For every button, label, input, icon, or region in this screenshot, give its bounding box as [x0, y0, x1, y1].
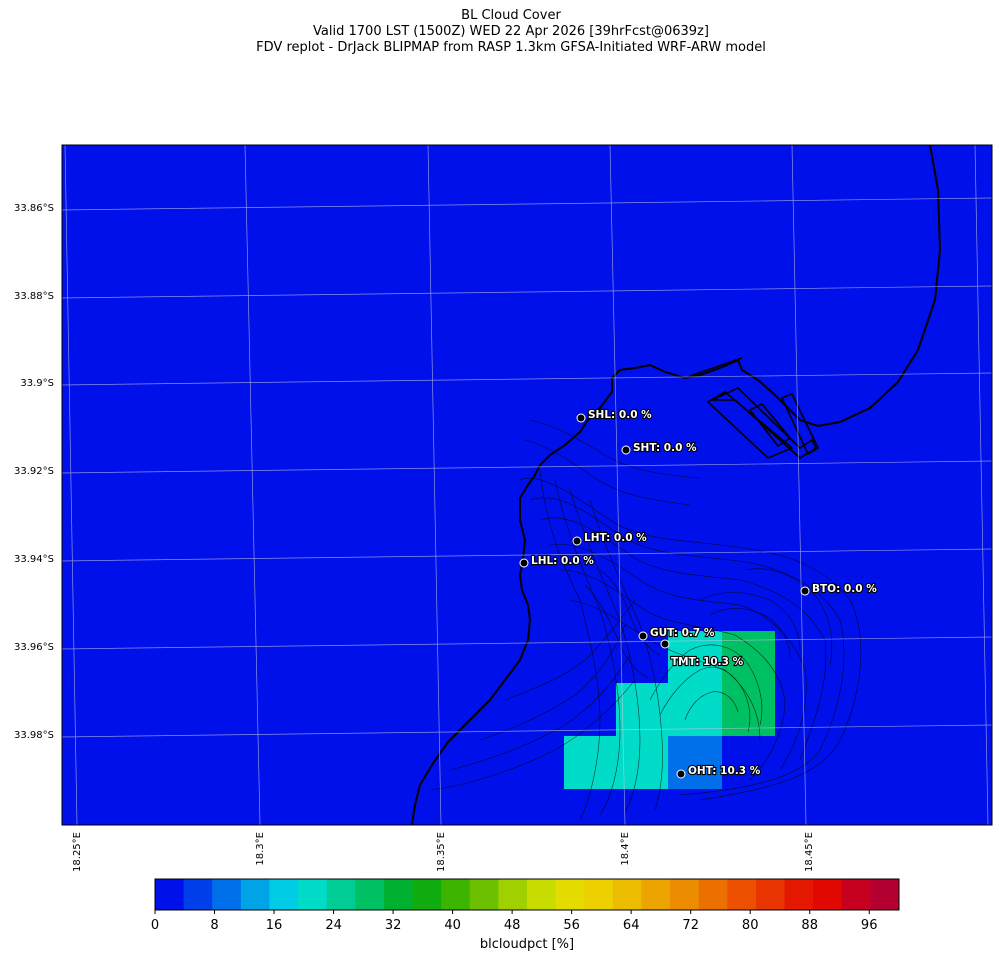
colorbar-swatch — [784, 879, 814, 910]
station-marker-bto[interactable] — [800, 586, 810, 596]
graticule — [62, 145, 992, 825]
station-marker-tmt[interactable] — [660, 639, 670, 649]
colorbar-swatch — [527, 879, 557, 910]
station-label-lht: LHT: 0.0 % — [584, 532, 647, 544]
colorbar-tick-label: 72 — [682, 918, 699, 933]
colorbar-swatch — [612, 879, 642, 910]
colorbar-swatch — [269, 879, 299, 910]
colorbar-swatch — [183, 879, 213, 910]
colorbar-swatch — [441, 879, 471, 910]
colorbar-tick-label: 32 — [385, 918, 402, 933]
lat-label: 33.86°S — [14, 203, 54, 214]
colorbar-swatch — [212, 879, 242, 910]
lat-label: 33.9°S — [20, 378, 54, 389]
colorbar-swatch — [641, 879, 671, 910]
colorbar-tick-label: 8 — [210, 918, 218, 933]
station-marker-oht[interactable] — [676, 769, 686, 779]
map-frame — [61, 144, 993, 826]
lat-label: 33.88°S — [14, 291, 54, 302]
station-marker-gut[interactable] — [638, 631, 648, 641]
lon-label: 18.3°E — [255, 832, 266, 866]
colorbar-swatch — [469, 879, 499, 910]
map-title: BL Cloud Cover — [461, 8, 561, 23]
colorbar-swatch — [498, 879, 528, 910]
station-label-sht: SHT: 0.0 % — [633, 442, 697, 454]
colorbar-frame — [154, 878, 900, 911]
colorbar-swatch — [355, 879, 385, 910]
cloud-cell — [668, 683, 722, 736]
colorbar-swatch — [412, 879, 442, 910]
lon-label: 18.45°E — [804, 832, 815, 872]
colorbar-tick-label: 56 — [563, 918, 580, 933]
map-source: FDV replot - DrJack BLIPMAP from RASP 1.… — [256, 40, 766, 55]
station-marker-lht[interactable] — [572, 536, 582, 546]
colorbar-swatch — [755, 879, 786, 910]
station-label-shl: SHL: 0.0 % — [588, 409, 652, 421]
station-label-bto: BTO: 0.0 % — [812, 583, 877, 595]
colorbar-tick-label: 88 — [801, 918, 818, 933]
colorbar-tick-label: 96 — [861, 918, 878, 933]
colorbar-swatch — [326, 879, 356, 910]
station-label-gut: GUT: 0.7 % — [650, 627, 715, 639]
cloud-cells — [564, 631, 775, 789]
colorbar-swatch — [298, 879, 328, 910]
lat-label: 33.94°S — [14, 554, 54, 565]
colorbar-tick-label: 80 — [742, 918, 759, 933]
colorbar-tick-label: 40 — [444, 918, 461, 933]
lon-label: 18.4°E — [620, 832, 631, 866]
harbour-jetty — [780, 392, 820, 456]
cloud-cell — [668, 736, 722, 789]
cloud-cell — [616, 736, 668, 789]
station-label-tmt: TMT: 10.3 % — [671, 656, 744, 668]
colorbar-swatch — [727, 879, 757, 910]
harbour-dock — [748, 402, 792, 448]
colorbar-swatch — [813, 879, 843, 910]
colorbar-swatch — [383, 879, 414, 910]
station-label-lhl: LHL: 0.0 % — [531, 555, 594, 567]
station-marker-sht[interactable] — [621, 445, 631, 455]
station-marker-shl[interactable] — [576, 413, 586, 423]
lat-label: 33.96°S — [14, 642, 54, 653]
cloud-cell — [722, 683, 775, 736]
lat-label: 33.92°S — [14, 466, 54, 477]
colorbar-tick-label: 48 — [504, 918, 521, 933]
colorbar-swatch — [870, 879, 900, 910]
cloud-cell — [668, 631, 722, 683]
cloud-cell — [564, 736, 616, 789]
colorbar-tick-label: 64 — [623, 918, 640, 933]
cloud-cell — [616, 683, 668, 736]
colorbar-swatch — [841, 879, 871, 910]
station-label-oht: OHT: 10.3 % — [688, 765, 761, 777]
colorbar-swatch — [240, 879, 270, 910]
colorbar-tick-label: 16 — [266, 918, 283, 933]
lon-label: 18.35°E — [436, 832, 447, 872]
colorbar-tick-label: 24 — [325, 918, 342, 933]
colorbar-label: blcloudpct [%] — [480, 937, 574, 952]
terrain-contours — [429, 419, 862, 821]
colorbar-tick-label: 0 — [151, 918, 159, 933]
coastline — [411, 145, 942, 825]
station-marker-lhl[interactable] — [519, 558, 529, 568]
colorbar-swatch — [584, 879, 614, 910]
lat-label: 33.98°S — [14, 730, 54, 741]
lon-label: 18.25°E — [72, 832, 83, 872]
colorbar — [155, 879, 900, 910]
harbour-pier — [706, 391, 794, 459]
colorbar-swatch — [555, 879, 585, 910]
colorbar-ticks — [154, 910, 870, 914]
map-valid-time: Valid 1700 LST (1500Z) WED 22 Apr 2026 [… — [313, 24, 709, 39]
colorbar-swatch — [670, 879, 700, 910]
colorbar-swatch — [155, 879, 185, 910]
colorbar-swatch — [698, 879, 728, 910]
station-markers — [519, 413, 810, 779]
